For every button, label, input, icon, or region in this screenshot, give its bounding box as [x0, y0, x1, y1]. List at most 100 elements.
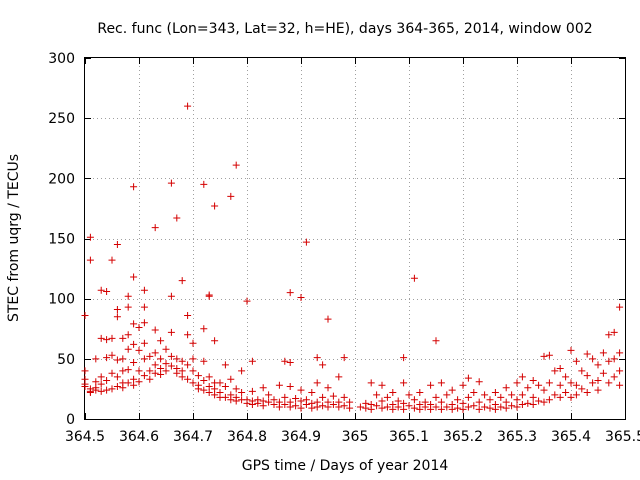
data-point [227, 192, 235, 200]
data-point [189, 367, 197, 375]
data-point [545, 351, 553, 359]
data-point [308, 404, 316, 412]
data-point [464, 403, 472, 411]
data-point [324, 315, 332, 323]
data-point [216, 379, 224, 387]
data-point [103, 287, 111, 295]
data-point [281, 357, 289, 365]
data-point [378, 381, 386, 389]
data-point [616, 349, 624, 357]
data-point [567, 393, 575, 401]
data-point [248, 401, 256, 409]
data-point [562, 389, 570, 397]
data-point [113, 373, 121, 381]
data-point [97, 373, 105, 381]
data-point [243, 297, 251, 305]
data-point [113, 313, 121, 321]
data-point [437, 405, 445, 413]
data-point [497, 393, 505, 401]
data-point [200, 357, 208, 365]
data-point [535, 381, 543, 389]
data-point [394, 397, 402, 405]
data-point [146, 375, 154, 383]
data-point [108, 369, 116, 377]
data-point [140, 286, 148, 294]
data-point [400, 379, 408, 387]
data-point [410, 274, 418, 282]
data-point [572, 391, 580, 399]
data-point [340, 402, 348, 410]
grid-lines [85, 58, 625, 419]
data-point [173, 355, 181, 363]
data-point [443, 403, 451, 411]
data-point [464, 374, 472, 382]
x-tick-label: 365.2 [443, 429, 483, 445]
data-point [556, 364, 564, 372]
data-point [346, 398, 354, 406]
data-point [508, 402, 516, 410]
data-point [92, 355, 100, 363]
data-point [92, 378, 100, 386]
data-point [124, 379, 132, 387]
data-point [157, 337, 165, 345]
data-point [178, 277, 186, 285]
data-point [130, 273, 138, 281]
data-point [491, 405, 499, 413]
data-point [221, 393, 229, 401]
data-point [356, 403, 364, 411]
data-point [146, 367, 154, 375]
data-point [248, 357, 256, 365]
data-point [238, 389, 246, 397]
data-point [459, 399, 467, 407]
data-point [200, 376, 208, 384]
data-point [184, 312, 192, 320]
data-point [103, 376, 111, 384]
data-point [475, 378, 483, 386]
data-point [297, 293, 305, 301]
data-point [232, 161, 240, 169]
data-point [151, 349, 159, 357]
data-point [610, 355, 618, 363]
data-point [491, 389, 499, 397]
data-point [151, 361, 159, 369]
data-point [378, 404, 386, 412]
x-tick-label: 365.3 [497, 429, 537, 445]
data-point [443, 391, 451, 399]
data-point [383, 403, 391, 411]
x-tick-label: 365.4 [551, 429, 591, 445]
y-tick-label: 0 [66, 412, 75, 428]
data-point [589, 355, 597, 363]
data-point [389, 389, 397, 397]
data-point [502, 404, 510, 412]
data-point [562, 373, 570, 381]
data-point [578, 385, 586, 393]
data-point [410, 404, 418, 412]
data-point [211, 202, 219, 210]
data-point [113, 383, 121, 391]
data-point [556, 381, 564, 389]
x-tick-label: 364.6 [119, 429, 159, 445]
data-point [200, 325, 208, 333]
data-point [373, 391, 381, 399]
x-tick-labels: 364.5 364.6 364.7 364.8 364.9 365 365.1 365.2 36… [65, 429, 640, 445]
data-point [427, 405, 435, 413]
data-point [119, 367, 127, 375]
data-point [167, 352, 175, 360]
data-point [130, 381, 138, 389]
data-point [319, 402, 327, 410]
data-point [605, 379, 613, 387]
x-tick-label: 365.5 [605, 429, 640, 445]
data-point [518, 401, 526, 409]
data-point [232, 397, 240, 405]
data-point [524, 399, 532, 407]
data-point [86, 256, 94, 264]
data-point [346, 404, 354, 412]
data-point [324, 384, 332, 392]
data-point [302, 238, 310, 246]
data-point [513, 379, 521, 387]
data-point [324, 403, 332, 411]
data-point [302, 401, 310, 409]
data-point [259, 402, 267, 410]
data-point [551, 391, 559, 399]
data-point [464, 393, 472, 401]
